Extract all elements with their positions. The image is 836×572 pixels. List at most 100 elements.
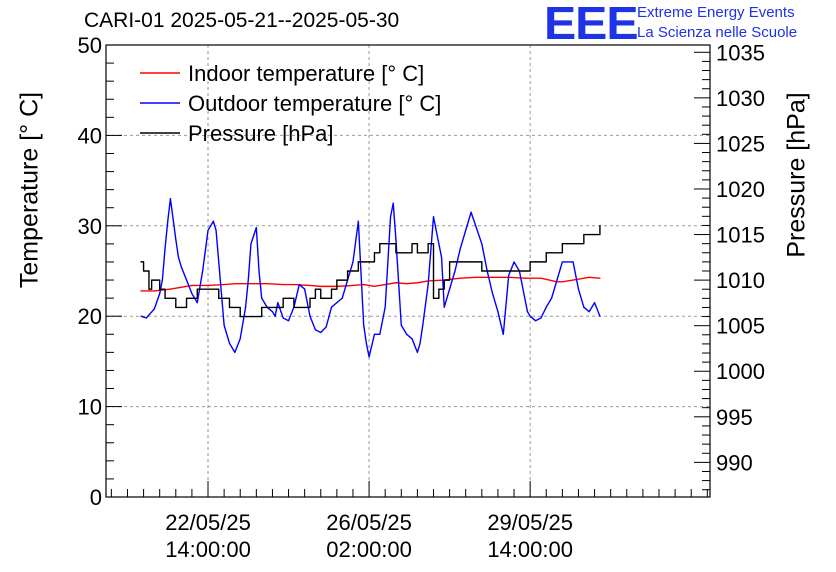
y-tick-label-left: 50	[78, 33, 102, 58]
data-point	[384, 306, 386, 308]
y-tick-label-right: 1005	[716, 314, 765, 339]
data-point	[416, 282, 418, 284]
data-point	[583, 233, 585, 236]
data-point	[389, 243, 392, 245]
data-point	[454, 270, 456, 272]
data-point	[185, 297, 188, 299]
data-point	[368, 356, 370, 358]
data-point	[363, 261, 365, 263]
data-point	[153, 290, 155, 292]
data-point	[175, 238, 177, 240]
eee-logo: EEE	[544, 0, 639, 49]
data-point	[320, 285, 322, 287]
data-point	[440, 256, 443, 259]
data-point	[234, 283, 236, 285]
data-point	[191, 293, 193, 295]
data-point	[395, 238, 397, 240]
data-point	[161, 279, 163, 281]
data-point	[454, 261, 456, 263]
chart-title: CARI-01 2025-05-21--2025-05-30	[84, 9, 400, 32]
x-tick-label-date: 22/05/25	[165, 510, 251, 535]
data-point	[142, 270, 145, 272]
data-point	[561, 281, 563, 283]
data-point	[588, 276, 590, 278]
data-point	[567, 243, 569, 245]
data-point	[459, 247, 461, 249]
data-point	[250, 315, 252, 318]
data-point	[534, 261, 537, 263]
data-point	[475, 276, 478, 278]
data-point	[309, 297, 311, 299]
data-point	[599, 224, 601, 227]
data-point	[177, 256, 180, 259]
data-point	[481, 243, 483, 245]
data-point	[470, 261, 472, 263]
data-point	[314, 288, 316, 290]
data-point	[416, 351, 418, 353]
y-tick-label-left: 40	[78, 123, 102, 148]
data-point	[207, 288, 209, 290]
data-point	[180, 306, 182, 309]
data-point	[218, 297, 220, 299]
data-point	[341, 279, 343, 281]
data-point	[540, 261, 542, 263]
data-point	[567, 261, 569, 263]
data-point	[320, 331, 322, 334]
data-point	[363, 324, 365, 326]
data-point	[159, 288, 161, 290]
data-point	[244, 306, 247, 308]
data-point	[395, 252, 397, 254]
data-point	[258, 270, 260, 272]
data-point	[153, 308, 155, 310]
y-tick-label-right: 1030	[716, 86, 765, 111]
data-point	[545, 252, 547, 254]
data-point	[196, 302, 198, 304]
legend-label: Pressure [hPa]	[188, 121, 334, 146]
data-point	[373, 333, 376, 335]
data-point	[497, 311, 499, 313]
data-point	[261, 306, 263, 309]
data-point	[556, 252, 558, 254]
legend-label: Indoor temperature [° C]	[188, 61, 424, 86]
data-point	[379, 333, 381, 335]
data-point	[140, 315, 142, 317]
data-point	[357, 220, 359, 222]
data-point	[304, 288, 306, 290]
data-point	[459, 277, 461, 279]
data-point	[202, 270, 204, 272]
data-point	[561, 261, 563, 263]
data-point	[314, 329, 316, 331]
data-point	[282, 283, 284, 286]
data-point	[304, 306, 306, 309]
data-point	[293, 306, 295, 309]
data-point	[207, 284, 209, 287]
data-point	[282, 297, 284, 299]
data-point	[159, 293, 161, 295]
data-point	[293, 283, 295, 286]
data-point	[215, 229, 217, 231]
data-point	[228, 306, 231, 309]
data-point	[234, 351, 236, 353]
data-point	[551, 252, 553, 254]
data-point	[400, 252, 402, 254]
data-point	[411, 338, 413, 340]
data-point	[196, 288, 198, 290]
y-axis-label-right: Pressure [hPa]	[782, 92, 811, 258]
data-point	[524, 277, 526, 279]
data-point	[524, 297, 526, 299]
data-point	[577, 288, 580, 290]
data-point	[529, 261, 531, 263]
data-point	[406, 333, 408, 335]
data-point	[274, 315, 276, 317]
y-tick-label-right: 990	[716, 450, 753, 475]
data-point	[572, 243, 574, 245]
legend-label: Outdoor temperature [° C]	[188, 91, 441, 116]
data-point	[588, 233, 590, 236]
data-point	[228, 342, 231, 344]
x-tick-label-date: 29/05/25	[487, 510, 573, 535]
data-point	[443, 279, 445, 281]
data-point	[180, 286, 182, 288]
data-point	[341, 297, 343, 299]
data-point	[599, 315, 601, 317]
data-point	[145, 317, 147, 319]
